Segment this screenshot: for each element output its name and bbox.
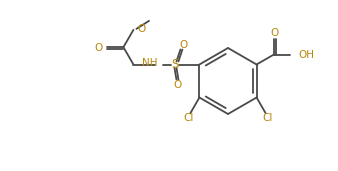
Text: NH: NH bbox=[142, 58, 158, 69]
Text: O: O bbox=[173, 80, 182, 89]
Text: OH: OH bbox=[298, 49, 314, 60]
Text: Cl: Cl bbox=[183, 113, 194, 123]
Text: O: O bbox=[271, 29, 279, 38]
Text: S: S bbox=[172, 58, 179, 71]
Text: O: O bbox=[138, 24, 146, 34]
Text: O: O bbox=[179, 40, 188, 49]
Text: Cl: Cl bbox=[262, 113, 273, 123]
Text: O: O bbox=[94, 43, 102, 53]
